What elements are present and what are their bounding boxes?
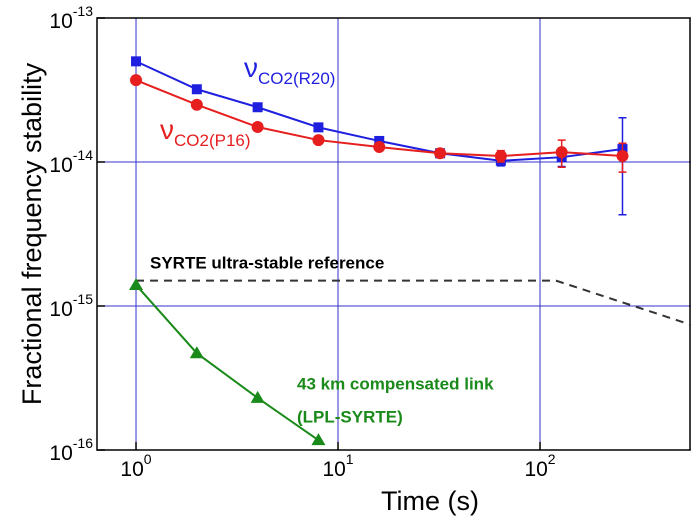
tick-label: 10-16 (49, 435, 93, 465)
marker (250, 390, 265, 403)
tick-exponent: 1 (346, 451, 354, 467)
tick-exponent: -16 (73, 435, 93, 451)
tick-base: 10 (524, 458, 547, 481)
tick-label: 102 (524, 451, 555, 481)
tick-label: 10-14 (49, 147, 93, 177)
tick-base: 10 (49, 10, 72, 33)
tick-exponent: -14 (73, 147, 93, 163)
y-axis-label: Fractional frequency stability (17, 62, 47, 405)
marker (130, 74, 143, 87)
marker (189, 346, 204, 359)
tick-base: 10 (49, 154, 72, 177)
marker (191, 84, 202, 95)
tick-label: 100 (120, 451, 151, 481)
marker (434, 147, 447, 160)
marker (131, 56, 142, 67)
tick-base: 10 (322, 458, 345, 481)
marker (312, 134, 325, 147)
series-subscript: CO2(P16) (174, 131, 251, 150)
marker (251, 121, 264, 134)
annotation: SYRTE ultra-stable reference (150, 253, 384, 272)
tick-exponent: -15 (73, 291, 93, 307)
marker (190, 98, 203, 111)
x-axis-label: Time (s) (381, 486, 479, 516)
series-symbol: ν (244, 52, 258, 83)
plot-frame (96, 17, 691, 451)
tick-label: 101 (322, 451, 353, 481)
tick-label: 10-15 (49, 291, 93, 321)
series-subscript: CO2(R20) (258, 69, 335, 88)
series-line (136, 279, 691, 326)
tick-exponent: 2 (548, 451, 556, 467)
series-label: νCO2(P16) (160, 114, 251, 150)
tick-exponent: -13 (73, 3, 93, 19)
marker (494, 150, 507, 163)
marker (129, 277, 144, 290)
annotation: (LPL-SYRTE) (297, 407, 403, 426)
marker (373, 141, 386, 154)
marker (313, 122, 324, 133)
series-line (135, 284, 320, 442)
tick-base: 10 (49, 298, 72, 321)
marker (616, 150, 629, 163)
marker (252, 102, 263, 113)
annotation: 43 km compensated link (297, 374, 494, 393)
marks (129, 56, 691, 446)
marker (311, 433, 326, 446)
series-symbol: ν (160, 114, 174, 145)
tick-exponent: 0 (144, 451, 152, 467)
tick-label: 10-13 (49, 3, 93, 33)
series-label: νCO2(R20) (244, 52, 335, 88)
marker (555, 146, 568, 159)
marker (374, 135, 385, 146)
tick-base: 10 (120, 458, 143, 481)
tick-base: 10 (49, 442, 72, 465)
